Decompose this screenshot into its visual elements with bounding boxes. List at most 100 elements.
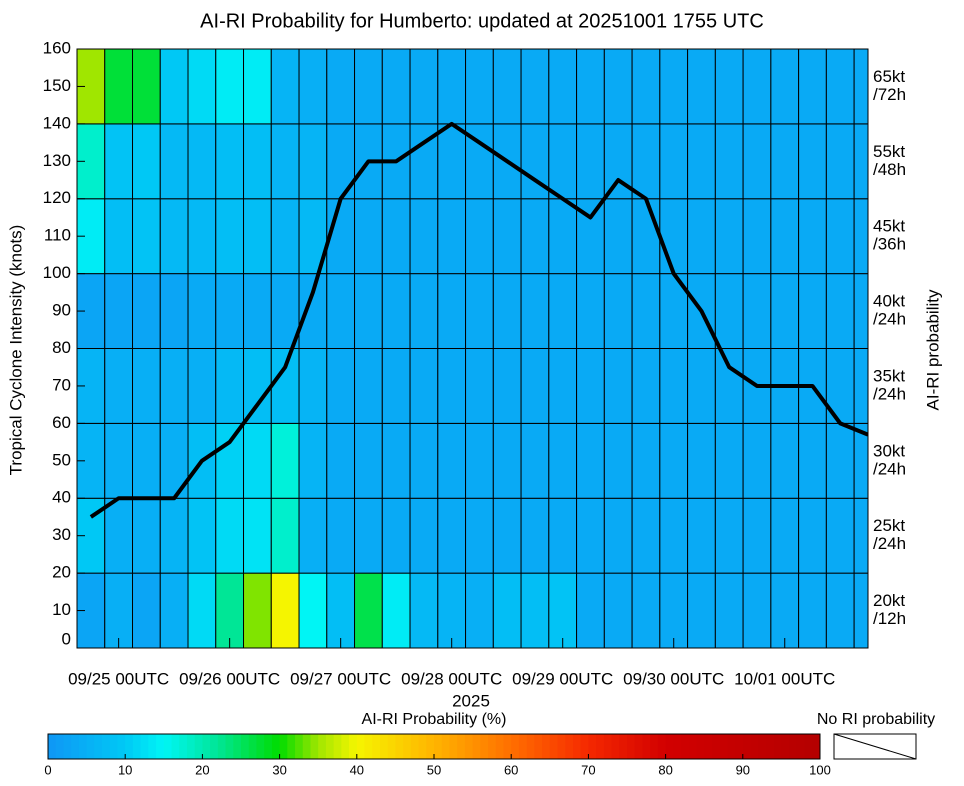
heat-cell [492,49,522,125]
heat-cell [381,572,411,648]
colorbar-step [171,734,180,759]
heat-cell [465,348,494,424]
heat-cell [159,198,189,275]
heat-cell [381,348,411,424]
colorbar-step [156,734,165,759]
heat-cell [437,273,467,349]
heat-cell [798,572,827,648]
heat-cell [132,348,161,424]
colorbar-step [441,734,450,759]
heat-cell [381,198,411,275]
heat-cell [270,198,300,275]
heat-cell [465,422,494,499]
heat-cell [825,198,855,275]
heat-cell [714,422,744,499]
heat-cell [742,198,772,275]
colorbar-step [796,734,806,759]
colorbar-step [681,734,690,759]
y-tick-label: 80 [52,338,71,357]
colorbar-step [387,734,396,759]
heat-cell [354,49,383,125]
heat-cell [298,497,328,574]
heat-cell [381,422,411,499]
colorbar-step [372,734,381,759]
colorbar-step [86,734,95,759]
heat-cell [132,422,161,499]
heat-cell [243,273,272,349]
colorbar-tick-label: 50 [427,762,441,777]
heat-cell [215,123,245,200]
heat-cell [548,422,578,499]
heat-cell [215,198,245,275]
heat-cell [714,198,744,275]
heat-cell [104,348,134,424]
no-data-hatch [833,733,917,760]
heat-cell [687,198,716,275]
colorbar-step [102,734,111,759]
heat-cell [492,572,522,648]
heat-cell [270,422,300,499]
heat-cell [298,123,328,200]
colorbar-step [210,734,219,759]
y-tick-label: 150 [43,76,71,95]
heat-cell [714,123,744,200]
colorbar-step [542,734,551,759]
x-tick-label: 09/29 00UTC [512,669,613,688]
heat-cell [465,49,494,125]
x-tick-label: 09/27 00UTC [290,669,391,688]
y-axis-label: Tropical Cyclone Intensity (knots) [6,225,25,476]
heat-cell [548,497,578,574]
colorbar-tick-label: 70 [581,762,595,777]
colorbar-step [580,734,589,759]
heat-cell [576,348,605,424]
heat-cell [520,422,550,499]
colorbar-step [657,734,667,759]
colorbar-step [241,734,250,759]
heat-cell [354,572,383,648]
heat-cell [631,497,661,574]
heat-cell [104,49,134,125]
row-label: /48h [873,160,906,179]
heat-cell [659,422,689,499]
heatmap [77,49,868,648]
heat-cell [381,497,411,574]
heat-cell [687,49,716,125]
heat-cell [298,348,328,424]
heat-cell [409,572,439,648]
heat-cell [603,49,633,125]
colorbar-tick-label: 20 [195,762,209,777]
heat-cell [770,497,800,574]
heat-cell [520,348,550,424]
row-label: 30kt [873,441,905,460]
colorbar-step [295,734,304,759]
colorbar-step [48,734,57,759]
heat-cell [687,348,716,424]
y-tick-label: 100 [43,263,71,282]
heat-cell [132,49,161,125]
heat-cell [326,422,356,499]
heat-cell [104,273,134,349]
heat-cell [270,572,300,648]
colorbar-step [634,734,643,759]
heat-cell [437,572,467,648]
colorbar-step [264,734,273,759]
heat-cell [770,49,800,125]
colorbar-step [271,734,281,759]
x-tick-label: 10/01 00UTC [734,669,835,688]
colorbar-step [379,734,389,759]
colorbar-step [789,734,798,759]
colorbar-step [688,734,697,759]
row-label: /36h [873,235,906,254]
heat-cell [215,348,245,424]
heat-cell [215,49,245,125]
colorbar-step [302,734,311,759]
heat-cell [326,572,356,648]
heat-cell [603,422,633,499]
heat-cell [742,49,772,125]
colorbar-step [603,734,613,759]
colorbar-step [611,734,620,759]
heat-cell [548,123,578,200]
colorbar-step [449,734,458,759]
colorbar-step [310,734,319,759]
